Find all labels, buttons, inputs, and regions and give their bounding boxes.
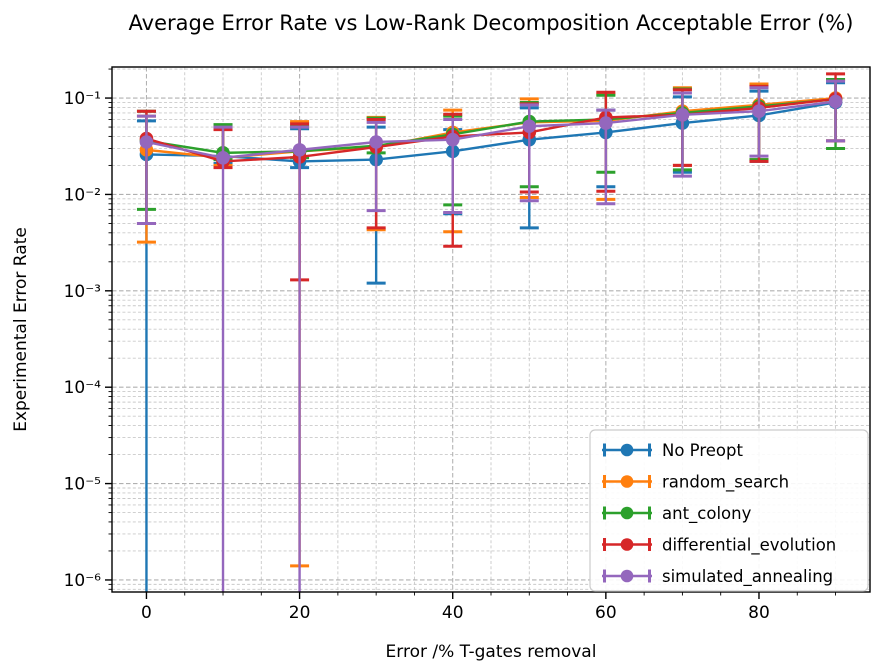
legend-label: simulated_annealing (662, 567, 833, 587)
series-line (146, 97, 836, 163)
legend-entry-ant_colony: ant_colony (602, 504, 752, 524)
legend-sample-marker (620, 475, 634, 488)
data-point-marker (522, 119, 537, 134)
y-tick-label: 10⁻⁵ (64, 475, 101, 495)
series-layer (136, 72, 846, 592)
legend-entry-differential_evolution: differential_evolution (602, 536, 836, 556)
y-tick-label: 10⁻⁴ (64, 378, 102, 398)
y-tick-label: 10⁻⁶ (64, 571, 102, 591)
data-point-marker (752, 104, 766, 119)
y-tick-label: 10⁻³ (64, 282, 101, 302)
legend-entry-No Preopt: No Preopt (602, 441, 743, 460)
x-tick-label: 60 (595, 603, 617, 623)
data-point-marker (216, 150, 230, 165)
data-point-marker (292, 143, 307, 157)
legend-entry-simulated_annealing: simulated_annealing (602, 567, 833, 587)
legend: No Preopt random_search ant_colony differen… (589, 429, 869, 592)
x-tick-label: 40 (442, 603, 464, 623)
data-point-marker (675, 108, 690, 122)
series-line (146, 98, 836, 155)
legend-box (589, 429, 869, 592)
series-simulated_annealing (136, 79, 846, 592)
data-point-marker (369, 135, 383, 149)
legend-label: ant_colony (662, 504, 752, 524)
legend-sample-marker (620, 506, 634, 520)
data-point-marker (828, 94, 843, 109)
y-tick-label: 10⁻² (64, 185, 101, 205)
legend-label: differential_evolution (662, 536, 836, 556)
y-tick-label: 10⁻¹ (64, 89, 101, 109)
axis-ticks (105, 68, 836, 599)
data-point-marker (139, 135, 154, 149)
legend-sample-marker (620, 538, 634, 551)
data-point-marker (599, 116, 613, 130)
chart-title: Average Error Rate vs Low-Rank Decomposi… (129, 11, 854, 35)
legend-entry-random_search: random_search (602, 473, 789, 493)
x-tick-label: 80 (748, 603, 770, 623)
legend-sample-marker (620, 569, 634, 583)
x-axis-label: Error /% T-gates removal (386, 642, 597, 662)
legend-label: No Preopt (662, 441, 743, 460)
x-tick-label: 0 (141, 603, 152, 623)
y-axis-label: Experimental Error Rate (11, 227, 31, 432)
tick-labels: 0 20 40 60 80 10⁻¹ 10⁻² 10⁻³ 10⁻⁴ 10⁻⁵ 10⁻⁶ (64, 89, 770, 623)
data-point-marker (445, 132, 460, 147)
legend-label: random_search (662, 473, 789, 493)
x-tick-label: 20 (289, 603, 311, 623)
legend-sample-marker (620, 443, 634, 457)
series-line (146, 100, 836, 160)
